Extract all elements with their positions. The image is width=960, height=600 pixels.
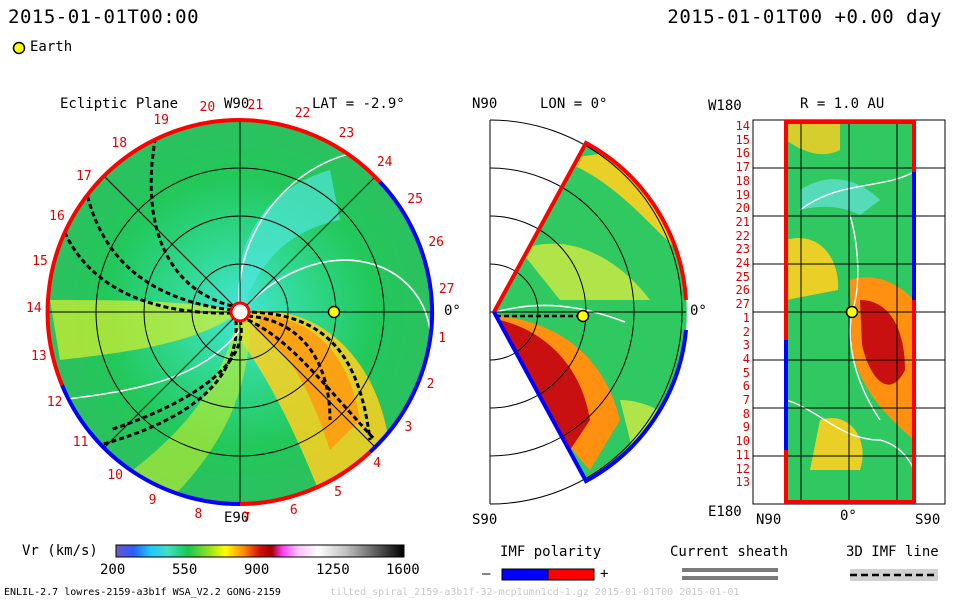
map-radius: R = 1.0 AU bbox=[800, 96, 885, 112]
colorbar-tick-900: 900 bbox=[244, 562, 270, 578]
carrington-label: 25 bbox=[407, 192, 423, 208]
map-row-label: 19 bbox=[735, 187, 750, 202]
ecliptic-title: Ecliptic Plane bbox=[60, 96, 179, 112]
map-row-label: 12 bbox=[735, 461, 750, 476]
footer-right: tilted_spiral_2159-a3b1f-32-mcp1umn1cd-1… bbox=[330, 587, 740, 598]
carrington-label: 13 bbox=[31, 349, 47, 365]
earth-marker-meridional bbox=[576, 309, 590, 323]
header-left-time: 2015-01-01T00:00 bbox=[8, 6, 200, 28]
map-row-label: 23 bbox=[735, 242, 750, 257]
earth-marker-map bbox=[845, 305, 859, 319]
carrington-label: 19 bbox=[153, 112, 169, 128]
map-row-label: 26 bbox=[735, 283, 750, 298]
ecliptic-bottom-label: E90 bbox=[224, 510, 250, 526]
current-sheath-title: Current sheath bbox=[670, 544, 789, 560]
meridional-plot bbox=[489, 119, 688, 505]
ecliptic-top-label: W90 bbox=[224, 96, 250, 112]
map-bottom-left-label: E180 bbox=[708, 504, 742, 520]
ecliptic-lat: LAT = -2.9° bbox=[312, 96, 405, 112]
carrington-label: 10 bbox=[107, 468, 123, 484]
earth-legend-label: Earth bbox=[30, 39, 73, 55]
map-row-label: 25 bbox=[735, 269, 750, 284]
meridional-bottom-label: S90 bbox=[472, 512, 498, 528]
carrington-label: 15 bbox=[32, 253, 48, 269]
carrington-label: 8 bbox=[194, 507, 203, 523]
carrington-label: 6 bbox=[289, 503, 298, 519]
map-top-left-label: W180 bbox=[708, 98, 742, 114]
map-row-label: 14 bbox=[735, 119, 750, 133]
colorbar-tick-550: 550 bbox=[172, 562, 198, 578]
map-row-label: 22 bbox=[735, 228, 750, 243]
map-row-label: 4 bbox=[742, 351, 750, 366]
map-row-label: 5 bbox=[742, 365, 750, 380]
carrington-label: 12 bbox=[46, 394, 63, 410]
carrington-label: 5 bbox=[334, 484, 342, 500]
map-xtick-0: 0° bbox=[840, 508, 857, 524]
carrington-label: 1 bbox=[438, 330, 447, 346]
map-row-label: 3 bbox=[742, 338, 750, 353]
colorbar-tick-200: 200 bbox=[100, 562, 126, 578]
map-row-label: 1 bbox=[742, 310, 750, 325]
carrington-label: 18 bbox=[111, 136, 128, 152]
map-row-label: 8 bbox=[742, 406, 750, 421]
surface-map bbox=[752, 119, 946, 505]
colorbar-label: Vr (km/s) bbox=[22, 543, 98, 559]
carrington-label: 23 bbox=[338, 125, 355, 141]
carrington-label: 20 bbox=[199, 99, 216, 115]
meridional-lon: LON = 0° bbox=[540, 96, 608, 112]
meridional-top-label: N90 bbox=[472, 96, 498, 112]
map-row-label: 2 bbox=[742, 324, 750, 339]
carrington-label: 14 bbox=[26, 301, 42, 317]
imf-plus: + bbox=[600, 566, 609, 582]
ecliptic-zero-label: 0° bbox=[444, 303, 461, 319]
map-row-label: 24 bbox=[735, 256, 750, 270]
carrington-label: 27 bbox=[438, 282, 455, 298]
map-row-label: 15 bbox=[735, 132, 750, 147]
map-xtick-n90: N90 bbox=[756, 512, 782, 528]
map-row-label: 9 bbox=[742, 420, 750, 435]
map-row-label: 17 bbox=[735, 160, 750, 175]
carrington-label: 26 bbox=[428, 235, 444, 251]
earth-legend-marker bbox=[12, 40, 26, 59]
carrington-label: 7 bbox=[242, 510, 251, 526]
map-row-label: 18 bbox=[735, 173, 750, 188]
carrington-label: 17 bbox=[76, 169, 92, 185]
map-row-label: 16 bbox=[735, 146, 750, 161]
carrington-label: 22 bbox=[294, 106, 311, 122]
carrington-label: 3 bbox=[404, 419, 413, 435]
earth-marker-ecliptic bbox=[327, 305, 341, 319]
map-row-label: 7 bbox=[742, 393, 750, 407]
imf-polarity-title: IMF polarity bbox=[500, 544, 602, 560]
imf-minus: – bbox=[482, 566, 491, 582]
imf3d-title: 3D IMF line bbox=[846, 544, 939, 560]
header-right-time: 2015-01-01T00 +0.00 day bbox=[667, 6, 942, 28]
carrington-label: 4 bbox=[373, 456, 381, 472]
carrington-label: 9 bbox=[148, 493, 157, 509]
map-row-label: 21 bbox=[735, 214, 750, 229]
map-row-label: 11 bbox=[735, 447, 750, 462]
map-row-label: 27 bbox=[735, 297, 750, 312]
map-row-label: 10 bbox=[735, 434, 750, 449]
carrington-label: 16 bbox=[49, 208, 65, 224]
map-xtick-s90: S90 bbox=[915, 512, 941, 528]
colorbar-tick-1600: 1600 bbox=[386, 562, 420, 578]
map-row-label: 13 bbox=[735, 475, 750, 490]
ecliptic-plot bbox=[45, 117, 435, 507]
colorbar-tick-1250: 1250 bbox=[316, 562, 350, 578]
map-row-label: 20 bbox=[735, 201, 750, 216]
footer-left: ENLIL-2.7 lowres-2159-a3b1f WSA_V2.2 GON… bbox=[4, 587, 281, 598]
carrington-label: 11 bbox=[72, 435, 89, 451]
carrington-label: 24 bbox=[376, 155, 393, 171]
carrington-label: 2 bbox=[426, 377, 435, 393]
meridional-zero-label: 0° bbox=[690, 303, 707, 319]
colorbar bbox=[115, 544, 405, 558]
map-row-label: 6 bbox=[742, 379, 750, 394]
carrington-label: 21 bbox=[247, 97, 264, 113]
